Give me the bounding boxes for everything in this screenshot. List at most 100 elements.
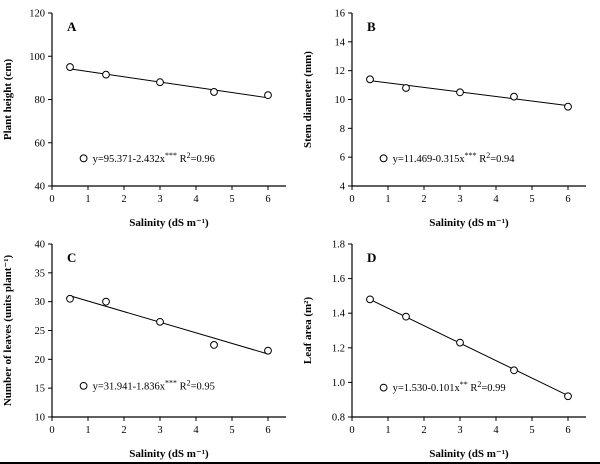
x-tick-label: 2 bbox=[421, 425, 426, 436]
legend-marker-icon bbox=[79, 154, 88, 163]
x-tick-label: 5 bbox=[229, 194, 234, 205]
data-point bbox=[510, 92, 518, 101]
regression-line bbox=[369, 298, 569, 396]
data-point bbox=[264, 346, 272, 355]
y-tick-label: 1.6 bbox=[332, 274, 345, 285]
x-axis-title: Salinity (dS m⁻¹) bbox=[429, 217, 509, 229]
y-tick-label: 30 bbox=[35, 297, 46, 308]
y-tick-label: 4 bbox=[340, 182, 346, 193]
chart-d-svg: 0 1 2 3 4 5 6 0.8 1.0 1.2 1.4 1.6 1.8 Salinity (dS m⁻… bbox=[302, 240, 586, 460]
x-tick-label: 0 bbox=[349, 425, 354, 436]
chart-c-svg: 0 1 2 3 4 5 6 10 15 20 25 30 35 40 Salinity (dS m⁻¹) Nu… bbox=[2, 240, 286, 460]
x-tick-label: 3 bbox=[457, 425, 462, 436]
data-point bbox=[510, 366, 518, 375]
legend-marker-icon bbox=[79, 381, 88, 390]
data-point bbox=[102, 297, 110, 306]
panel-b-chart: 0 1 2 3 4 5 6 4 6 8 10 12 14 16 Salinity (dS m⁻¹) Stem … bbox=[300, 0, 600, 231]
data-point bbox=[156, 78, 164, 87]
x-axis-title: Salinity (dS m⁻¹) bbox=[129, 448, 209, 460]
y-tick-label: 1.8 bbox=[332, 240, 345, 251]
equation-label: y=1.530-0.101x** R2=0.99 bbox=[393, 380, 506, 394]
x-tick-label: 1 bbox=[85, 425, 90, 436]
x-tick-label: 3 bbox=[157, 194, 162, 205]
data-point bbox=[456, 88, 464, 97]
y-tick-label: 0.8 bbox=[332, 413, 345, 424]
y-tick-label: 8 bbox=[340, 124, 345, 135]
panel-letter: B bbox=[367, 19, 376, 34]
x-tick-label: 5 bbox=[229, 425, 234, 436]
panel-d-chart: 0 1 2 3 4 5 6 0.8 1.0 1.2 1.4 1.6 1.8 Salinity (dS m⁻… bbox=[300, 231, 600, 462]
data-point bbox=[156, 317, 164, 326]
legend-marker-icon bbox=[379, 383, 388, 392]
x-tick-label: 4 bbox=[493, 194, 499, 205]
y-tick-label: 16 bbox=[335, 9, 346, 20]
y-axis-title: Leaf area (m²) bbox=[302, 297, 314, 365]
chart-a-svg: 0 1 2 3 4 5 6 40 60 80 100 120 Salinity (dS m⁻¹) Plan… bbox=[2, 9, 286, 229]
regression-line bbox=[369, 80, 569, 107]
data-point bbox=[456, 338, 464, 347]
x-tick-label: 6 bbox=[265, 194, 270, 205]
y-tick-label: 25 bbox=[35, 326, 46, 337]
y-tick-label: 40 bbox=[35, 240, 46, 251]
y-tick-label: 14 bbox=[335, 37, 346, 48]
x-axis-title: Salinity (dS m⁻¹) bbox=[429, 448, 509, 460]
data-point bbox=[66, 294, 74, 303]
data-point bbox=[264, 91, 272, 100]
y-tick-label: 12 bbox=[335, 66, 346, 77]
x-tick-label: 6 bbox=[565, 425, 570, 436]
x-tick-label: 4 bbox=[493, 425, 499, 436]
x-tick-label: 4 bbox=[193, 194, 199, 205]
data-point bbox=[366, 75, 374, 84]
data-point bbox=[66, 63, 74, 71]
y-tick-label: 120 bbox=[29, 9, 45, 20]
y-axis-title: Plant height (cm) bbox=[2, 59, 14, 141]
panel-c-chart: 0 1 2 3 4 5 6 10 15 20 25 30 35 40 Salinity (dS m⁻¹) Nu… bbox=[0, 231, 300, 462]
x-tick-label: 1 bbox=[385, 194, 390, 205]
y-tick-label: 20 bbox=[35, 355, 46, 366]
data-point bbox=[402, 312, 410, 321]
equation-label: y=95.371-2.432x*** R2=0.96 bbox=[93, 151, 215, 165]
regression-line bbox=[69, 295, 269, 355]
x-tick-label: 3 bbox=[157, 425, 162, 436]
equation-label: y=11.469-0.315x*** R2=0.94 bbox=[393, 151, 516, 165]
x-tick-label: 6 bbox=[565, 194, 570, 205]
x-axis-title: Salinity (dS m⁻¹) bbox=[129, 217, 209, 229]
x-tick-label: 6 bbox=[265, 425, 270, 436]
data-point bbox=[210, 341, 218, 349]
data-point bbox=[564, 392, 572, 401]
legend-marker-icon bbox=[379, 154, 388, 163]
x-tick-label: 5 bbox=[529, 194, 534, 205]
data-point bbox=[366, 295, 374, 304]
x-tick-label: 4 bbox=[193, 425, 199, 436]
data-point bbox=[402, 84, 410, 92]
y-tick-label: 1.2 bbox=[332, 343, 345, 354]
y-tick-label: 100 bbox=[29, 52, 45, 63]
y-axis-title: Number of leaves (units plant⁻¹) bbox=[2, 255, 14, 407]
y-tick-label: 80 bbox=[35, 95, 46, 106]
x-tick-label: 3 bbox=[457, 194, 462, 205]
y-tick-label: 10 bbox=[35, 413, 46, 424]
panel-a-chart: 0 1 2 3 4 5 6 40 60 80 100 120 Salinity (dS m⁻¹) Plan… bbox=[0, 0, 300, 231]
x-tick-label: 5 bbox=[529, 425, 534, 436]
x-tick-label: 0 bbox=[49, 194, 54, 205]
x-tick-label: 1 bbox=[385, 425, 390, 436]
y-tick-label: 6 bbox=[340, 153, 345, 164]
x-tick-label: 0 bbox=[349, 194, 354, 205]
regression-line bbox=[69, 68, 269, 99]
panel-letter: D bbox=[367, 250, 376, 265]
data-point bbox=[210, 88, 218, 96]
x-tick-label: 2 bbox=[121, 425, 126, 436]
panel-letter: C bbox=[67, 250, 76, 265]
x-tick-label: 1 bbox=[85, 194, 90, 205]
y-tick-label: 60 bbox=[35, 138, 46, 149]
y-axis-title: Stem diameter (mm) bbox=[302, 51, 314, 148]
y-tick-label: 1.0 bbox=[332, 378, 345, 389]
data-point bbox=[102, 70, 110, 79]
equation-label: y=31.941-1.836x*** R2=0.95 bbox=[93, 378, 215, 392]
x-tick-label: 0 bbox=[49, 425, 54, 436]
panel-letter: A bbox=[67, 19, 77, 34]
x-tick-label: 2 bbox=[421, 194, 426, 205]
y-tick-label: 10 bbox=[335, 95, 346, 106]
